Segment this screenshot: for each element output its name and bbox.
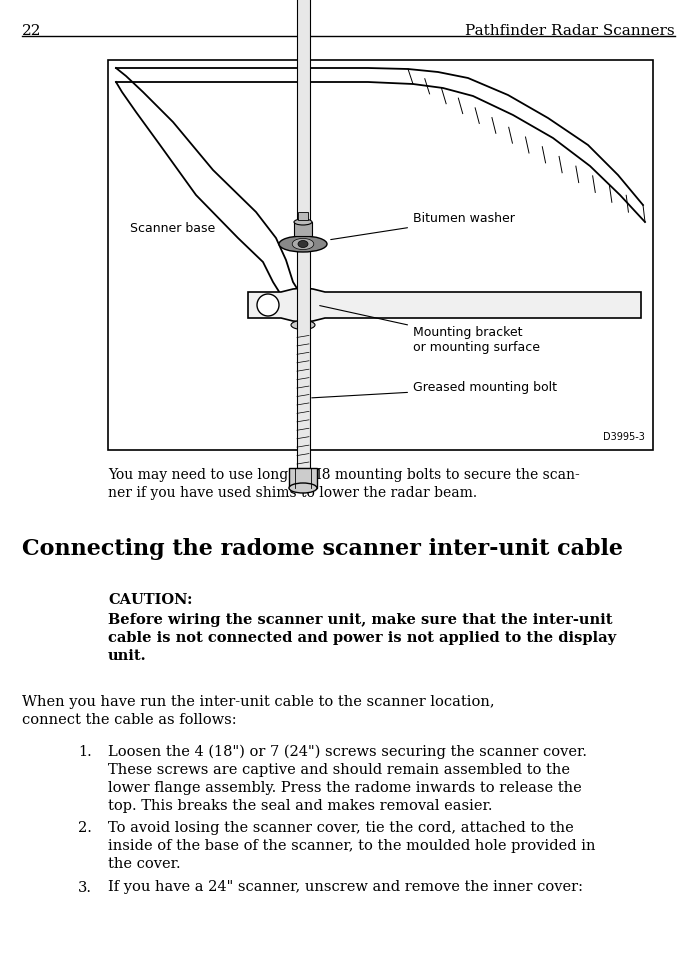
Text: 1.: 1. xyxy=(78,745,92,759)
Ellipse shape xyxy=(298,240,308,248)
Text: Connecting the radome scanner inter-unit cable: Connecting the radome scanner inter-unit… xyxy=(22,538,623,560)
Ellipse shape xyxy=(279,236,327,252)
Text: Loosen the 4 (18") or 7 (24") screws securing the scanner cover.
These screws ar: Loosen the 4 (18") or 7 (24") screws sec… xyxy=(108,745,587,813)
Ellipse shape xyxy=(292,238,314,250)
Text: Bitumen washer: Bitumen washer xyxy=(331,212,515,240)
Text: D3995-3: D3995-3 xyxy=(603,432,645,442)
Bar xyxy=(108,60,653,450)
Circle shape xyxy=(257,294,279,316)
Text: Greased mounting bolt: Greased mounting bolt xyxy=(312,382,557,398)
Text: Before wiring the scanner unit, make sure that the inter-unit
cable is not conne: Before wiring the scanner unit, make sur… xyxy=(108,613,616,662)
Text: You may need to use longer M8 mounting bolts to secure the scan-
ner if you have: You may need to use longer M8 mounting b… xyxy=(108,468,580,500)
Text: Pathfinder Radar Scanners: Pathfinder Radar Scanners xyxy=(466,24,675,38)
Text: 22: 22 xyxy=(22,24,42,38)
Text: Scanner base: Scanner base xyxy=(130,222,215,234)
Bar xyxy=(294,222,312,236)
Ellipse shape xyxy=(294,219,312,225)
Ellipse shape xyxy=(289,483,317,493)
Bar xyxy=(289,468,317,488)
Polygon shape xyxy=(116,68,298,298)
Bar xyxy=(297,0,310,468)
Bar xyxy=(298,212,308,220)
Ellipse shape xyxy=(291,320,315,330)
Text: Mounting bracket
or mounting surface: Mounting bracket or mounting surface xyxy=(320,306,540,354)
Text: CAUTION:: CAUTION: xyxy=(108,593,192,607)
Text: 2.: 2. xyxy=(78,821,92,835)
Text: When you have run the inter-unit cable to the scanner location,
connect the cabl: When you have run the inter-unit cable t… xyxy=(22,695,495,727)
Text: To avoid losing the scanner cover, tie the cord, attached to the
inside of the b: To avoid losing the scanner cover, tie t… xyxy=(108,821,595,870)
Polygon shape xyxy=(408,69,645,222)
Polygon shape xyxy=(248,288,641,322)
Text: If you have a 24" scanner, unscrew and remove the inner cover:: If you have a 24" scanner, unscrew and r… xyxy=(108,880,583,895)
Text: 3.: 3. xyxy=(78,880,92,895)
